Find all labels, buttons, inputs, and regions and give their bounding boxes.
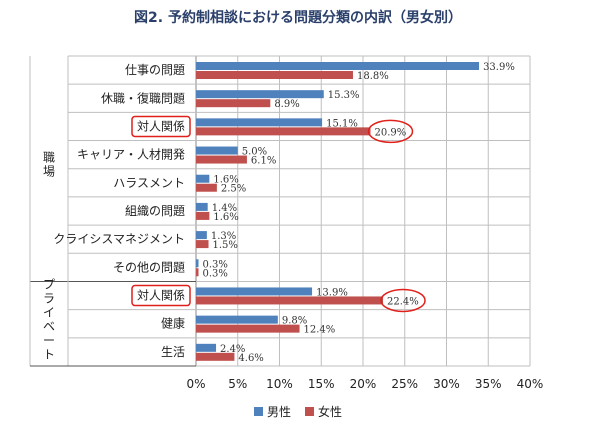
data-label: 1.4% — [212, 203, 237, 214]
data-label-circle — [367, 119, 414, 144]
bar-male — [196, 90, 324, 99]
data-label: 1.6% — [213, 175, 238, 186]
category-label: ハラスメント — [113, 176, 185, 190]
group-label-char: イ — [43, 306, 55, 320]
data-label: 22.4% — [387, 296, 419, 307]
data-label: 13.9% — [316, 287, 348, 298]
data-label: 5.0% — [242, 147, 267, 158]
data-label-circle — [380, 288, 426, 313]
category-label: 対人関係 — [137, 289, 185, 303]
data-label: 1.6% — [213, 212, 238, 223]
legend-item: 男性 — [253, 403, 291, 420]
x-tick-label: 40% — [517, 377, 544, 391]
bar-male — [196, 174, 210, 183]
legend-item: 女性 — [305, 403, 342, 420]
group-label-char: 場 — [43, 165, 55, 179]
data-label: 0.3% — [203, 259, 228, 270]
bar-male — [196, 315, 278, 324]
category-label: 休職・復職問題 — [101, 90, 185, 105]
x-tick-label: 30% — [433, 377, 460, 391]
legend-swatch — [305, 407, 314, 416]
bar-male — [196, 259, 199, 268]
category-label: キャリア・人材開発 — [77, 148, 185, 162]
bar-male — [196, 231, 207, 240]
x-tick-label: 5% — [228, 377, 247, 391]
bar-female — [196, 127, 371, 136]
bar-male — [196, 287, 313, 296]
data-label: 6.1% — [251, 156, 276, 167]
bar-female — [196, 324, 300, 333]
x-tick-label: 20% — [350, 377, 377, 391]
bar-male — [196, 118, 323, 127]
data-label: 1.5% — [213, 240, 238, 251]
legend-swatch — [253, 407, 263, 416]
bar-male — [196, 62, 480, 70]
data-label: 20.9% — [375, 127, 407, 138]
group-label-char: ー — [43, 334, 55, 348]
data-label: 4.6% — [238, 353, 263, 364]
legend-label: 女性 — [318, 405, 343, 419]
x-tick-label: 25% — [391, 377, 418, 391]
category-label: その他の問題 — [113, 260, 185, 274]
data-label: 33.9% — [483, 62, 515, 73]
bar-female — [196, 296, 384, 305]
category-label: 仕事の問題 — [125, 63, 185, 77]
bar-female — [196, 155, 247, 164]
x-tick-label: 0% — [186, 377, 205, 391]
bar-female — [196, 352, 235, 361]
category-highlight-box — [131, 284, 191, 307]
group-label: 職場 — [43, 151, 55, 179]
x-tick-label: 10% — [266, 377, 293, 391]
data-label: 15.3% — [328, 90, 360, 101]
bar-female — [196, 268, 199, 277]
chart-title: 図2. 予約制相談における問題分類の内訳（男女別） — [134, 10, 462, 26]
data-label: 12.4% — [304, 325, 336, 336]
category-label: 組織の問題 — [125, 204, 185, 218]
data-label: 9.8% — [282, 316, 307, 327]
data-label: 1.3% — [211, 231, 236, 242]
bar-female — [196, 240, 209, 249]
category-highlight-box — [131, 115, 191, 138]
bar-female — [196, 183, 217, 192]
data-label: 15.1% — [326, 118, 358, 129]
legend: 男性 女性 — [0, 403, 596, 420]
data-label: 2.5% — [221, 184, 246, 195]
data-label: 18.8% — [357, 71, 389, 82]
legend-label: 男性 — [266, 405, 291, 419]
x-tick-label: 35% — [475, 377, 502, 391]
bar-female — [196, 211, 210, 220]
group-label-char: ラ — [43, 292, 55, 306]
category-label: 健康 — [161, 316, 185, 331]
category-label: 対人関係 — [137, 119, 185, 133]
bar-male — [196, 343, 217, 352]
category-label: 生活 — [161, 345, 185, 359]
category-label: クライシスマネジメント — [53, 232, 185, 246]
data-label: 8.9% — [274, 99, 299, 110]
x-tick-label: 15% — [308, 377, 335, 391]
data-label: 0.3% — [203, 268, 228, 279]
group-label-char: プ — [43, 278, 55, 292]
data-label: 2.4% — [220, 344, 245, 355]
bar-male — [196, 146, 238, 155]
group-label-char: ト — [43, 348, 55, 362]
bar-female — [196, 99, 271, 108]
group-label-char: ベ — [43, 320, 55, 334]
group-label-char: 職 — [43, 151, 55, 165]
group-label: プライベート — [43, 278, 55, 362]
bar-female — [196, 71, 353, 79]
bar-male — [196, 202, 208, 211]
